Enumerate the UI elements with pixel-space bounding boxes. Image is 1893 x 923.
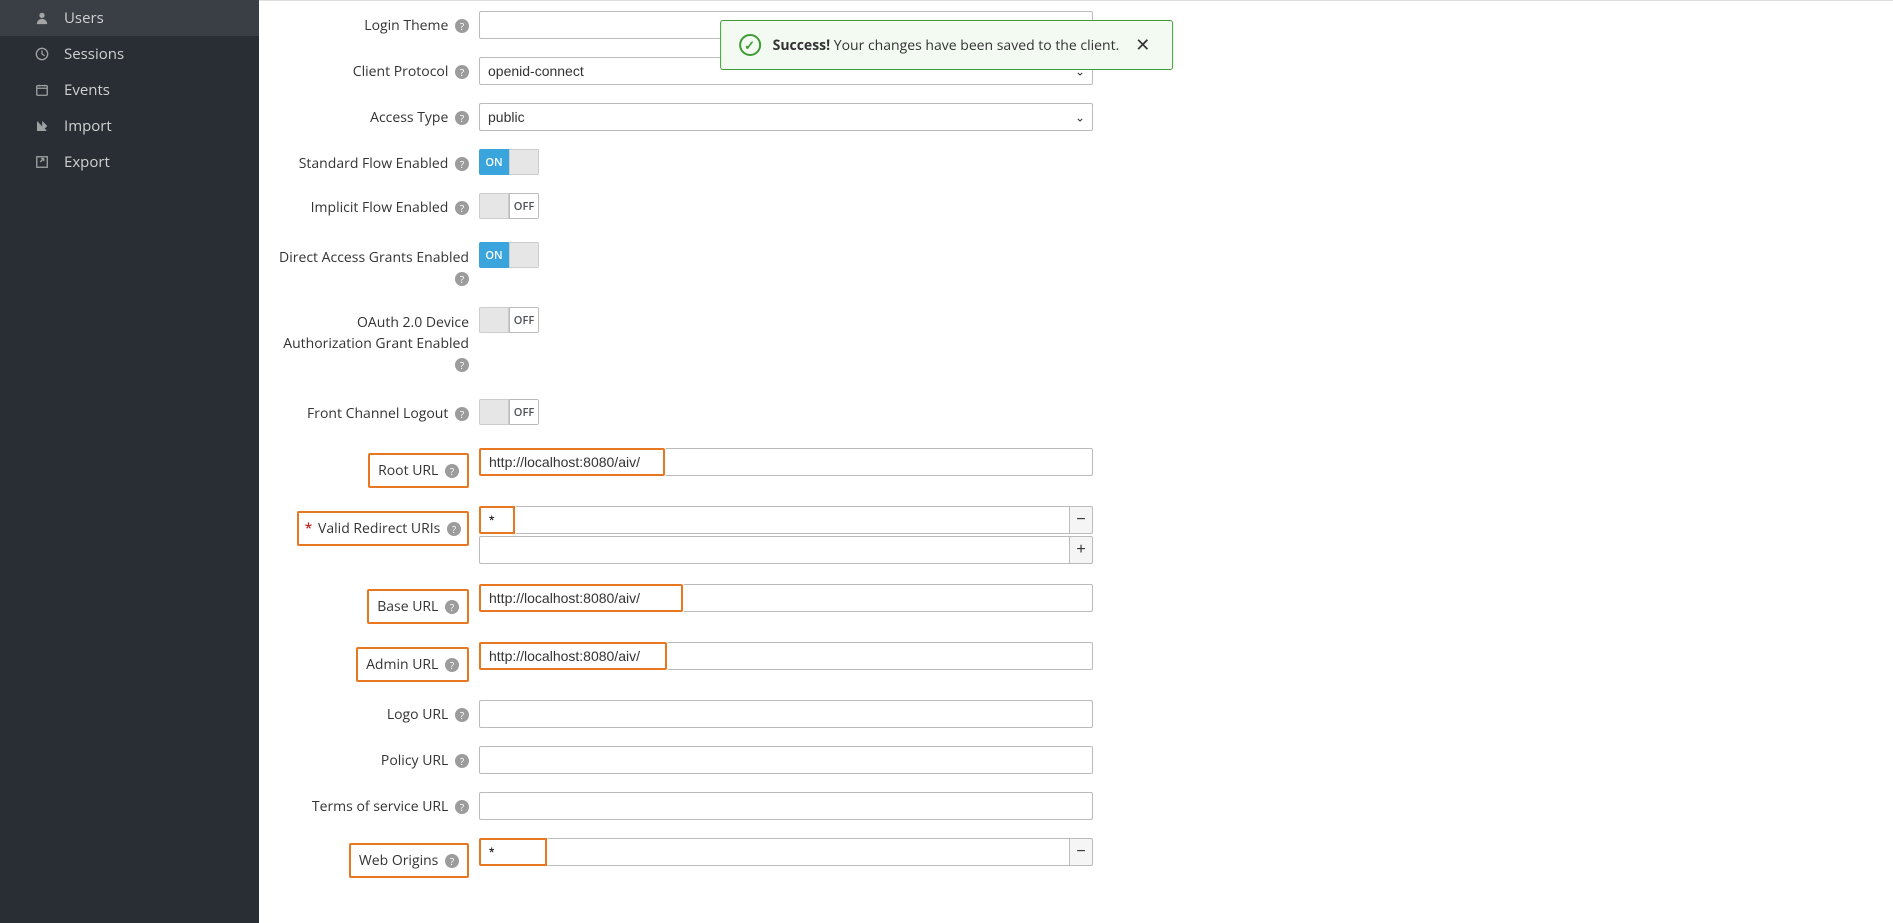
sidebar-item-export[interactable]: Export [0,144,259,180]
policy-url-input[interactable] [479,746,1093,774]
tos-url-input[interactable] [479,792,1093,820]
oauth-device-toggle[interactable]: OFF [479,307,539,333]
help-icon[interactable]: ? [445,464,459,478]
export-icon [34,154,50,170]
help-icon[interactable]: ? [455,157,469,171]
toggle-on-label: ON [479,149,509,175]
toggle-off-label [509,242,539,268]
tos-url-label: Terms of service URL ? [279,792,479,816]
success-toast: ✓ Success! Your changes have been saved … [720,20,1174,70]
check-circle-icon: ✓ [739,34,761,56]
web-origins-input[interactable] [479,838,547,866]
base-url-label: Base URL ? [279,584,479,624]
help-icon[interactable]: ? [455,19,469,33]
sidebar-item-import[interactable]: Import [0,108,259,144]
admin-url-input[interactable] [479,642,667,670]
admin-url-input-ext[interactable] [667,642,1093,670]
remove-origin-button[interactable]: − [1069,838,1093,866]
sidebar-item-label: Export [64,152,110,172]
sidebar-item-label: Sessions [64,44,124,64]
clock-icon [34,46,50,62]
root-url-input[interactable] [479,448,665,476]
help-icon[interactable]: ? [447,522,461,536]
help-icon[interactable]: ? [445,658,459,672]
standard-flow-toggle[interactable]: ON [479,149,539,175]
toggle-off-label: OFF [509,307,539,333]
valid-redirect-input[interactable] [479,506,515,534]
client-protocol-label: Client Protocol ? [279,57,479,81]
policy-url-label: Policy URL ? [279,746,479,770]
admin-url-label: Admin URL ? [279,642,479,682]
sidebar: Users Sessions Events Import Export [0,0,259,923]
direct-access-toggle[interactable]: ON [479,242,539,268]
implicit-flow-label: Implicit Flow Enabled ? [279,193,479,217]
help-icon[interactable]: ? [455,754,469,768]
help-icon[interactable]: ? [455,800,469,814]
help-icon[interactable]: ? [455,65,469,79]
sidebar-item-events[interactable]: Events [0,72,259,108]
sidebar-item-label: Events [64,80,110,100]
help-icon[interactable]: ? [455,111,469,125]
remove-uri-button[interactable]: − [1069,506,1093,534]
front-channel-logout-label: Front Channel Logout ? [279,399,479,423]
toast-message: Success! Your changes have been saved to… [773,36,1120,55]
sidebar-item-label: Users [64,8,104,28]
calendar-icon [34,82,50,98]
help-icon[interactable]: ? [455,407,469,421]
valid-redirect-input-ext[interactable] [515,506,1069,534]
web-origins-label: Web Origins ? [279,838,479,878]
root-url-input-ext[interactable] [665,448,1093,476]
access-type-label: Access Type ? [279,103,479,127]
front-channel-logout-toggle[interactable]: OFF [479,399,539,425]
import-icon [34,118,50,134]
toggle-off-label [509,149,539,175]
toggle-off-label: OFF [509,193,539,219]
implicit-flow-toggle[interactable]: OFF [479,193,539,219]
base-url-input-ext[interactable] [683,584,1093,612]
root-url-label: Root URL ? [279,448,479,488]
toggle-on-label [479,193,509,219]
user-icon [34,10,50,26]
logo-url-label: Logo URL ? [279,700,479,724]
close-icon[interactable]: ✕ [1131,33,1154,57]
valid-redirect-label: * Valid Redirect URIs ? [279,506,479,546]
sidebar-item-sessions[interactable]: Sessions [0,36,259,72]
main-content: Login Theme ? ⌄ Client Protocol ? ⌄ Acce… [259,0,1893,923]
toggle-on-label [479,399,509,425]
access-type-select[interactable]: ⌄ [479,103,1093,131]
oauth-device-label: OAuth 2.0 Device Authorization Grant Ena… [279,307,479,375]
web-origins-input-ext[interactable] [547,838,1069,866]
help-icon[interactable]: ? [455,358,469,372]
direct-access-label: Direct Access Grants Enabled ? [279,242,479,289]
toggle-off-label: OFF [509,399,539,425]
valid-redirect-new-input[interactable] [479,536,1069,564]
sidebar-item-label: Import [64,116,112,136]
help-icon[interactable]: ? [455,272,469,286]
login-theme-label: Login Theme ? [279,11,479,35]
toggle-on-label: ON [479,242,509,268]
add-uri-button[interactable]: + [1069,536,1093,564]
help-icon[interactable]: ? [455,201,469,215]
help-icon[interactable]: ? [455,708,469,722]
help-icon[interactable]: ? [445,600,459,614]
base-url-input[interactable] [479,584,683,612]
help-icon[interactable]: ? [445,854,459,868]
logo-url-input[interactable] [479,700,1093,728]
sidebar-item-users[interactable]: Users [0,0,259,36]
toggle-on-label [479,307,509,333]
standard-flow-label: Standard Flow Enabled ? [279,149,479,173]
